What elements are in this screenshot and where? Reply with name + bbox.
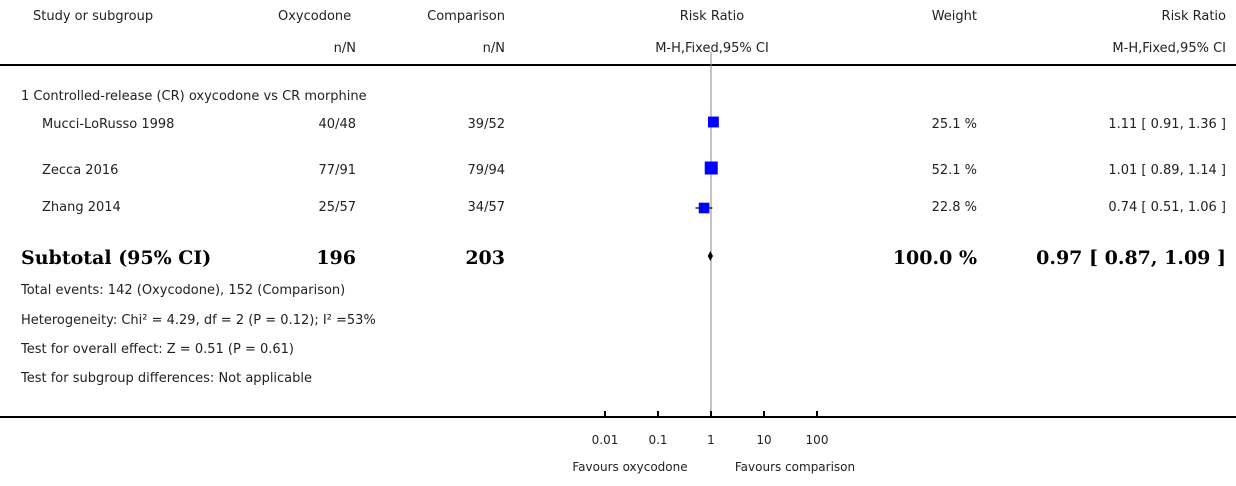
subtotal-n-comparison: 203 xyxy=(465,247,505,269)
header-comparison-nN: n/N xyxy=(482,41,505,56)
axis-tick-label: 0.01 xyxy=(592,433,619,447)
header-divider xyxy=(0,64,1236,66)
subtotal-ci-text: 0.97 [ 0.87, 1.09 ] xyxy=(1036,247,1226,269)
header-method: M-H,Fixed,95% CI xyxy=(655,41,769,56)
header-risk-ratio: Risk Ratio xyxy=(679,9,745,24)
header-weight: Weight xyxy=(931,9,977,24)
study-ci-text: 1.01 [ 0.89, 1.14 ] xyxy=(1108,163,1226,178)
subgroup-title: 1 Controlled-release (CR) oxycodone vs C… xyxy=(21,89,367,104)
study-events-comparison: 39/52 xyxy=(467,117,505,132)
header-study: Study or subgroup xyxy=(33,9,154,24)
study-name: Mucci-LoRusso 1998 xyxy=(42,117,175,132)
note-heterogeneity: Heterogeneity: Chi² = 4.29, df = 2 (P = … xyxy=(21,313,376,328)
study-point-box xyxy=(704,161,718,175)
axis-tick-label: 1 xyxy=(707,433,715,447)
study-events-oxycodone: 25/57 xyxy=(318,200,356,215)
subtotal-weight: 100.0 % xyxy=(892,247,977,269)
note-overall-effect: Test for overall effect: Z = 0.51 (P = 0… xyxy=(21,342,294,357)
favours-comparison-label: Favours comparison xyxy=(734,460,856,474)
header-oxycodone-nN: n/N xyxy=(333,41,356,56)
axis-tick-label: 10 xyxy=(756,433,771,447)
study-ci-text: 0.74 [ 0.51, 1.06 ] xyxy=(1108,200,1226,215)
study-ci-text: 1.11 [ 0.91, 1.36 ] xyxy=(1108,117,1226,132)
axis-tick-label: 100 xyxy=(806,433,829,447)
study-events-oxycodone: 77/91 xyxy=(318,163,356,178)
bottom-divider xyxy=(0,416,1236,418)
subtotal-n-oxycodone: 196 xyxy=(316,247,356,269)
header-method-right: M-H,Fixed,95% CI xyxy=(1112,41,1226,56)
header-risk-ratio-right: Risk Ratio xyxy=(1161,9,1226,24)
study-point-box xyxy=(707,116,719,128)
study-events-oxycodone: 40/48 xyxy=(318,117,356,132)
header-comparison: Comparison xyxy=(427,9,505,24)
study-events-comparison: 34/57 xyxy=(467,200,505,215)
study-events-comparison: 79/94 xyxy=(467,163,505,178)
header-oxycodone: Oxycodone xyxy=(278,9,352,24)
study-weight: 25.1 % xyxy=(931,117,977,132)
axis-tick-label: 0.1 xyxy=(648,433,667,447)
favours-oxycodone-label: Favours oxycodone xyxy=(572,460,688,474)
study-name: Zecca 2016 xyxy=(42,163,119,178)
note-total-events: Total events: 142 (Oxycodone), 152 (Comp… xyxy=(21,283,346,298)
study-weight: 52.1 % xyxy=(931,163,977,178)
subtotal-label: Subtotal (95% CI) xyxy=(21,247,212,269)
study-point-box xyxy=(698,202,710,214)
study-weight: 22.8 % xyxy=(931,200,977,215)
study-name: Zhang 2014 xyxy=(42,200,121,215)
note-subgroup-diff: Test for subgroup differences: Not appli… xyxy=(21,371,313,386)
pooled-diamond xyxy=(707,251,713,261)
